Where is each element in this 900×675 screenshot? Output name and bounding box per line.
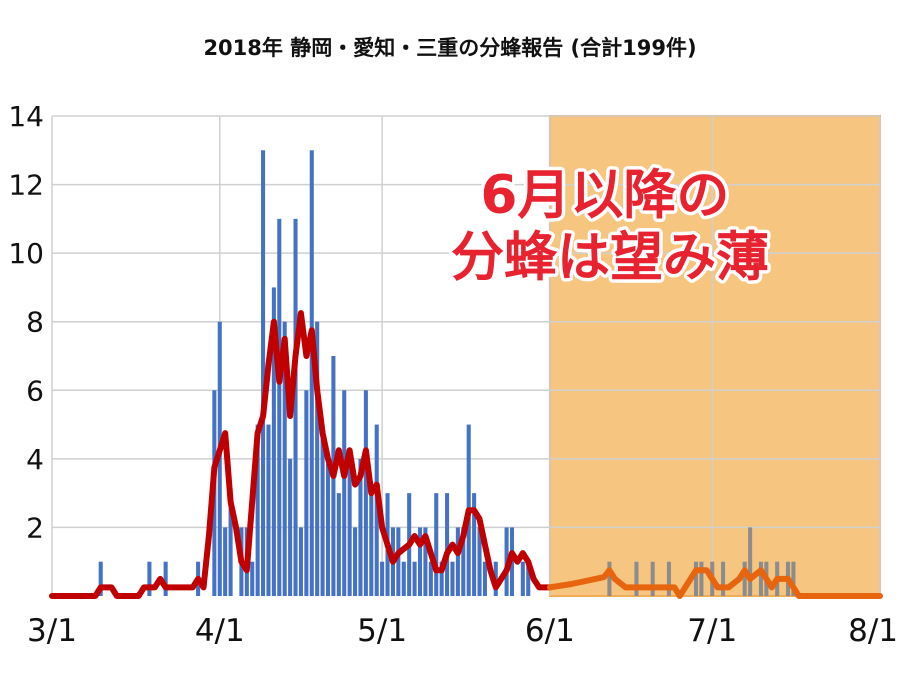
bar [363, 390, 368, 596]
bar [358, 458, 363, 596]
trend-line [49, 310, 553, 599]
bar [445, 493, 450, 596]
bar [748, 527, 753, 596]
bar [369, 493, 374, 596]
bar [147, 561, 152, 596]
bar [650, 561, 655, 596]
bar [520, 561, 525, 596]
bar [450, 561, 455, 596]
bar [666, 561, 671, 596]
bar [315, 321, 320, 596]
x-tick-label: 6/1 [525, 613, 575, 649]
bar [428, 561, 433, 596]
callout-line-2: 分蜂は望み薄 [451, 227, 769, 288]
x-tick-label: 8/1 [848, 613, 898, 649]
x-tick-label: 4/1 [195, 613, 245, 649]
bar [423, 527, 428, 596]
bar [250, 561, 255, 596]
bar [380, 561, 385, 596]
y-tick-label: 2 [26, 511, 44, 544]
bar [342, 390, 347, 596]
y-tick-label: 12 [8, 169, 44, 202]
bar [693, 561, 699, 596]
bar [336, 493, 341, 596]
bar [607, 561, 612, 596]
bar [477, 527, 482, 596]
bar [742, 561, 747, 596]
y-tick-label: 6 [26, 374, 44, 407]
line-series [49, 310, 883, 599]
bar [374, 424, 379, 596]
chart-title: 2018年 静岡・愛知・三重の分蜂報告 (合計199件) [203, 36, 696, 60]
bar [266, 424, 271, 596]
bar [163, 561, 168, 596]
y-tick-label: 14 [8, 100, 44, 133]
y-tick-label: 4 [26, 443, 44, 476]
bar [526, 561, 531, 596]
bar [417, 527, 423, 596]
bar [320, 424, 325, 596]
bar [282, 321, 287, 596]
bar [434, 493, 439, 596]
x-axis-ticks: 3/1 4/1 5/1 6/1 7/1 8/1 [27, 613, 898, 649]
highlight-region [548, 115, 881, 597]
bar [298, 527, 303, 596]
bar [347, 458, 352, 596]
x-tick-label: 5/1 [357, 613, 407, 649]
bar [271, 287, 276, 596]
bar [401, 561, 406, 596]
bar [455, 527, 460, 596]
bar [412, 561, 417, 596]
bar [791, 561, 796, 596]
bar [261, 150, 266, 597]
bar [758, 561, 763, 596]
bar [472, 493, 477, 596]
june-onward-highlight [548, 115, 881, 597]
x-tick-label: 7/1 [687, 613, 737, 649]
bar [482, 561, 487, 596]
bar [396, 527, 401, 596]
bar [461, 527, 466, 596]
bar [325, 458, 331, 596]
bar [277, 218, 282, 596]
bar [699, 561, 704, 596]
y-axis-ticks: 2 4 6 8 10 12 14 [8, 100, 44, 544]
x-tick-label: 3/1 [27, 613, 77, 649]
bar [228, 493, 233, 596]
y-tick-label: 10 [8, 237, 44, 270]
y-tick-label: 8 [26, 306, 44, 339]
bar [288, 458, 293, 596]
bar [309, 150, 314, 597]
bar [293, 218, 298, 596]
bar [223, 527, 228, 596]
bar [721, 561, 726, 596]
trend-line-after-june [546, 567, 883, 599]
bar [304, 390, 309, 596]
bar [634, 561, 639, 596]
bar [439, 561, 444, 596]
bar [353, 527, 358, 596]
callout-line-1: 6月以降の [481, 165, 730, 226]
bar [98, 561, 103, 596]
bar [255, 424, 260, 596]
